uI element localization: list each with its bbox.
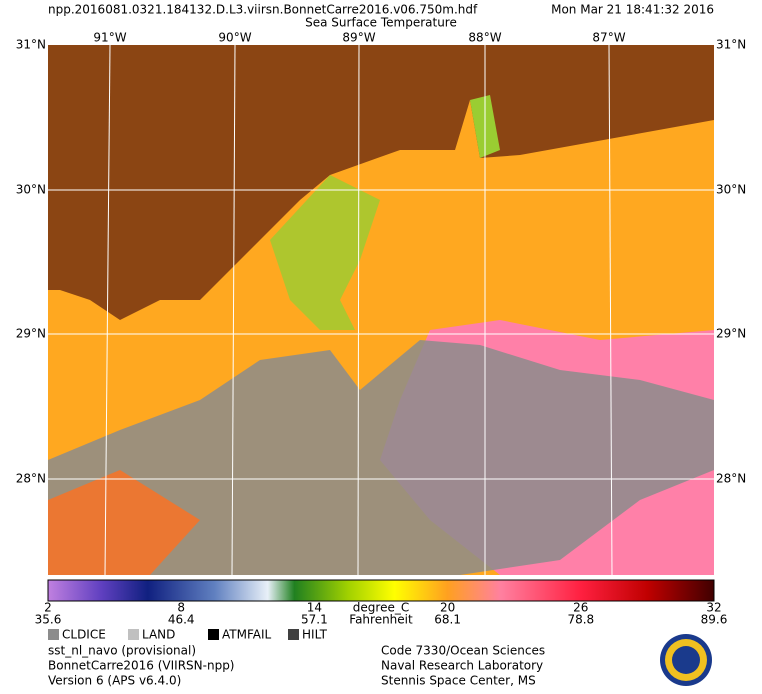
legend-swatch [128,629,139,640]
lat-label: 30°N [716,183,746,197]
lon-label: 88°W [468,31,501,45]
fahrenheit-label: 89.6 [701,613,728,627]
celsius-label: 32 [706,601,721,615]
fahrenheit-label: 57.1 [301,613,328,627]
lat-label: 29°N [716,327,746,341]
title: Sea Surface Temperature [305,16,457,30]
logo [660,634,712,686]
footer-left: Version 6 (APS v6.4.0) [48,674,181,688]
colorbar [47,579,715,602]
legend-swatch [208,629,219,640]
filename: npp.2016081.0321.184132.D.L3.viirsn.Bonn… [48,3,478,17]
legend-label: HILT [302,628,328,642]
delta [270,175,380,330]
footer-right: Stennis Space Center, MS [381,674,536,688]
unit: degree_C [353,601,409,615]
fahrenheit-label: 35.6 [35,613,62,627]
warm-patch [48,470,200,575]
map: 91°W 90°W 89°W 88°W 87°W 31°N 30°N 29°N … [16,31,746,576]
footer-right: Naval Research Laboratory [381,659,543,673]
celsius-label: 14 [307,601,322,615]
lon-label: 89°W [342,31,375,45]
cloud [48,340,714,575]
footer-left: sst_nl_navo (provisional) [48,644,196,658]
lat-label: 28°N [716,472,746,486]
legend-label: LAND [142,628,175,642]
fahrenheit-label: 46.4 [168,613,195,627]
unit2: Fahrenheit [349,613,413,627]
land [48,45,714,320]
celsius-label: 26 [573,601,588,615]
lat-label: 31°N [16,38,46,52]
lat-label: 31°N [716,38,746,52]
celsius-label: 20 [440,601,455,615]
lon-label: 91°W [93,31,126,45]
fahrenheit-label: 68.1 [434,613,461,627]
lon-label: 87°W [592,31,625,45]
lat-label: 30°N [16,183,46,197]
legend-swatch [48,629,59,640]
lat-label: 28°N [16,472,46,486]
lat-label: 29°N [16,327,46,341]
footer-right: Code 7330/Ocean Sciences [381,644,545,658]
celsius-label: 8 [177,601,185,615]
fahrenheit-label: 78.8 [567,613,594,627]
legend-swatch [288,629,299,640]
datetime: Mon Mar 21 18:41:32 2016 [551,3,714,17]
lon-label: 90°W [218,31,251,45]
celsius-label: 2 [44,601,52,615]
legend-label: CLDICE [62,628,106,642]
footer-left: BonnetCarre2016 (VIIRSN-npp) [48,659,235,673]
legend-label: ATMFAIL [222,628,272,642]
